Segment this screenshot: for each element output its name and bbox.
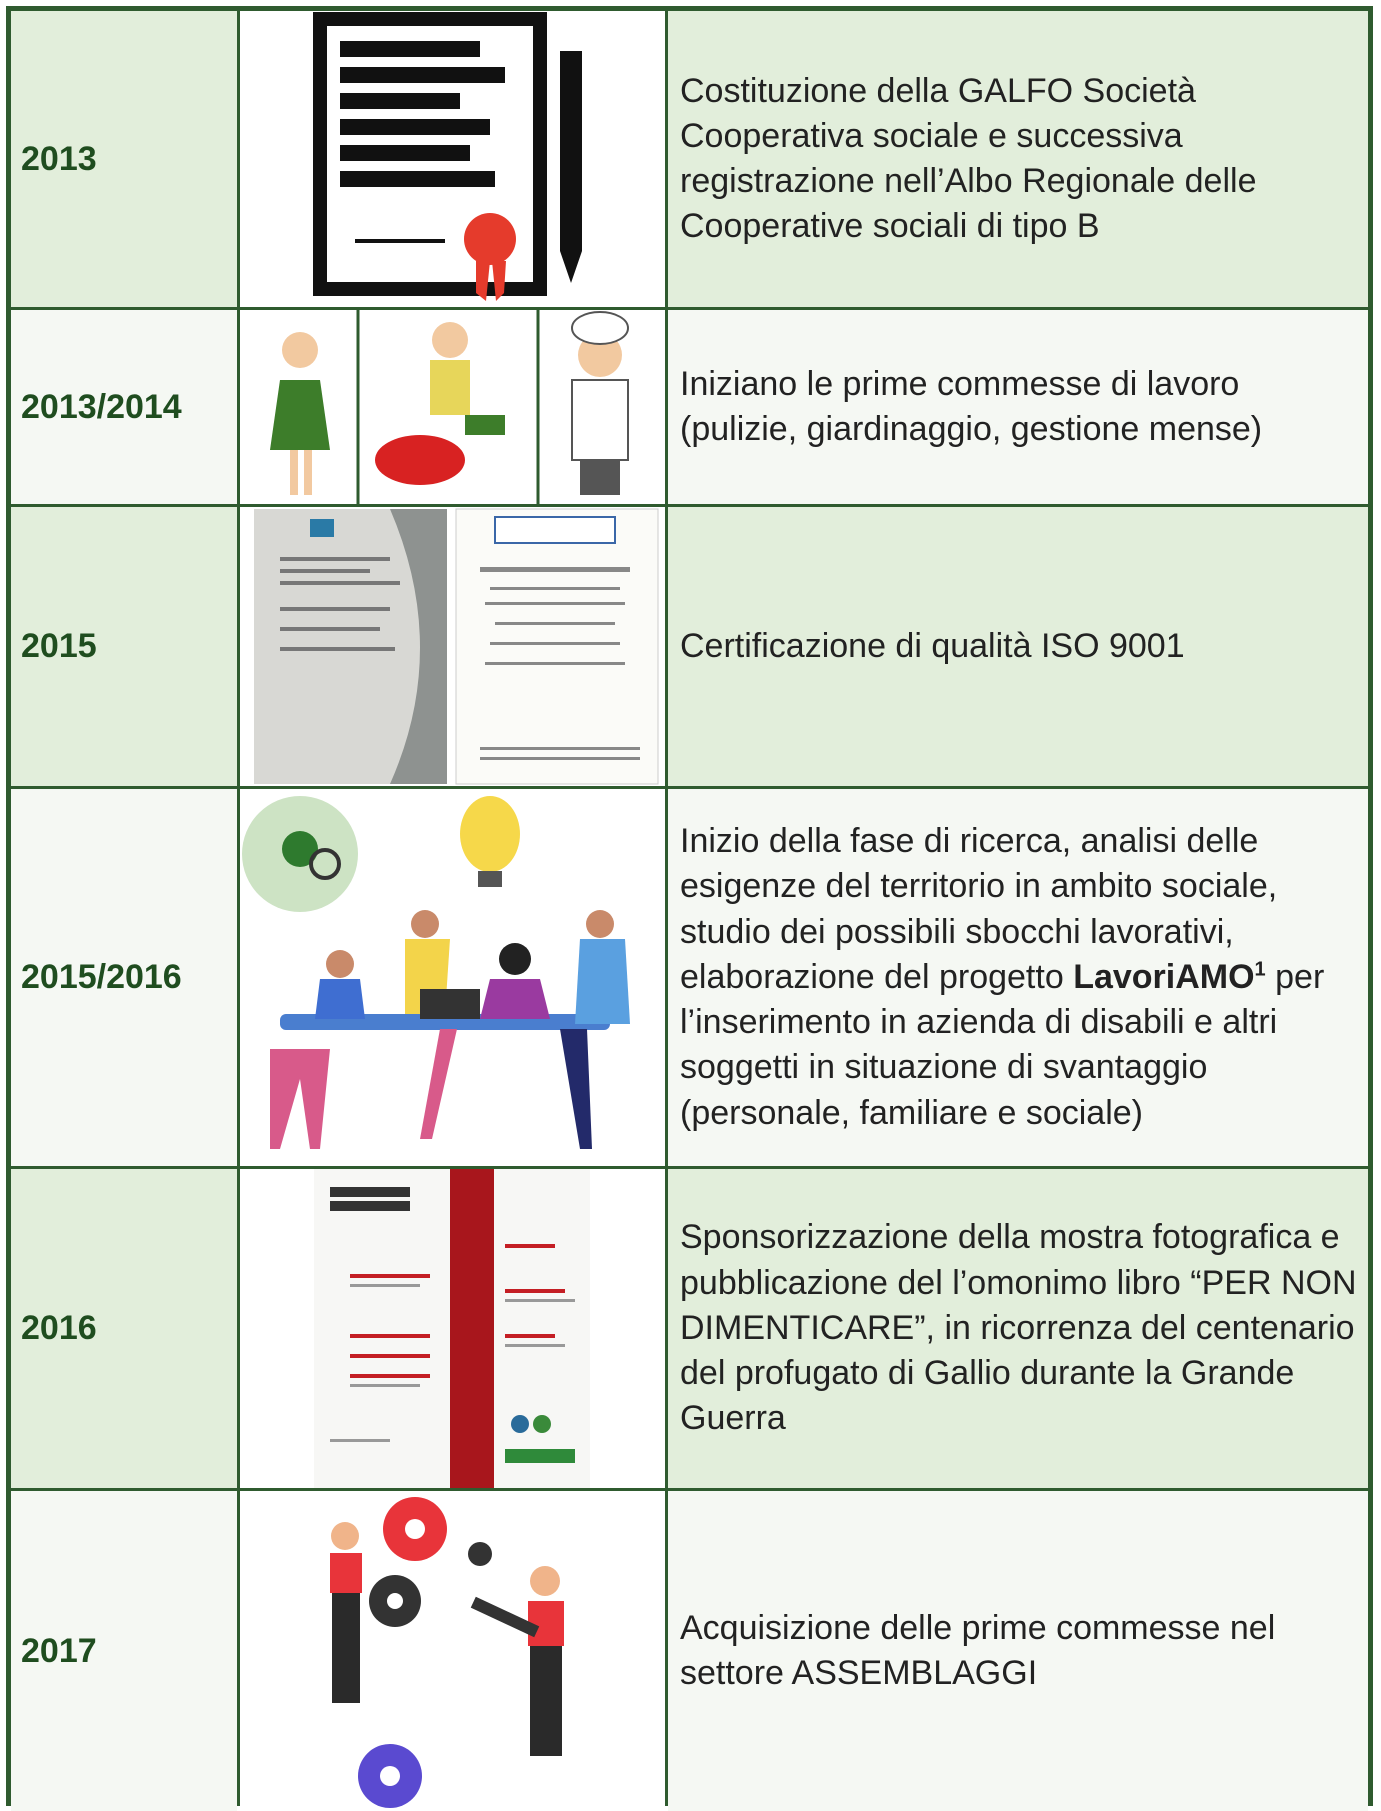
year: 2013 xyxy=(11,11,237,307)
description: Inizio della fase di ricerca, analisi de… xyxy=(668,789,1368,1166)
illustration xyxy=(240,1491,665,1811)
row: 2013 Costituzione della GALFO Società Co… xyxy=(11,11,1368,307)
illustration xyxy=(240,507,665,786)
year: 2015 xyxy=(11,507,237,786)
row: 2016 Sponsorizzazione della mostra fotog… xyxy=(11,1169,1368,1488)
description: Acquisizione delle prime commesse nel se… xyxy=(668,1491,1368,1811)
year: 2015/2016 xyxy=(11,789,237,1166)
gears-illustration xyxy=(330,1497,564,1808)
certificates xyxy=(254,508,659,785)
workers-icons xyxy=(270,310,629,504)
illustration xyxy=(240,11,665,307)
project-name: LavoriAMO xyxy=(1073,957,1255,996)
year: 2016 xyxy=(11,1169,237,1488)
row: 2017 Acquisizione delle prime commesse n… xyxy=(11,1491,1368,1811)
footnote-mark: 1 xyxy=(1254,958,1266,981)
description: Certificazione di qualità ISO 9001 xyxy=(668,507,1368,786)
description-text: per l’inserimento in azienda di disabili… xyxy=(680,957,1325,1132)
description: Iniziano le prime commesse di lavoro (pu… xyxy=(668,310,1368,504)
timeline-table: 2013 Costituzione della GALFO Società Co… xyxy=(6,6,1373,1811)
team-illustration xyxy=(242,796,630,1149)
event-poster xyxy=(314,1169,590,1488)
row: 2015/2016 Inizio della fase di ricerca, … xyxy=(11,789,1368,1166)
year: 2017 xyxy=(11,1491,237,1811)
year: 2013/2014 xyxy=(11,310,237,504)
document-icon xyxy=(313,12,582,301)
row: 2013/2014 Iniziano le prime commesse di … xyxy=(11,310,1368,504)
illustration xyxy=(240,789,665,1166)
description: Sponsorizzazione della mostra fotografic… xyxy=(668,1169,1368,1488)
illustration xyxy=(240,310,665,504)
description-text: Inizio della fase di ricerca, analisi de… xyxy=(680,822,1278,996)
illustration xyxy=(240,1169,665,1488)
row: 2015 Certificazione di qualità ISO 9001 xyxy=(11,507,1368,786)
description: Costituzione della GALFO Società Coopera… xyxy=(668,11,1368,307)
